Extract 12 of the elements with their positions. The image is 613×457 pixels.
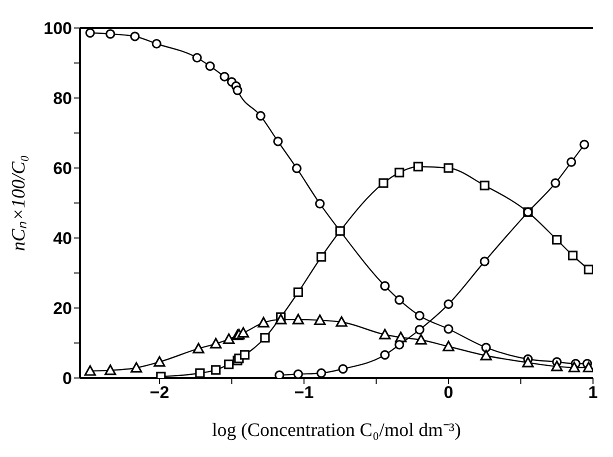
y-tick-label: 0 [62, 369, 72, 388]
x-tick-label: −2 [150, 383, 170, 402]
y-tick-label: 100 [44, 19, 72, 38]
x-tick-label: 1 [588, 383, 598, 402]
x-tick-label: 0 [444, 383, 454, 402]
y-axis-title: nCₙ×100/C₀ [8, 154, 30, 252]
x-axis-title: log (Concentration C₀/mol dm⁻³) [212, 420, 461, 441]
y-tick-label: 60 [53, 159, 72, 178]
y-tick-label: 20 [53, 299, 72, 318]
y-tick-label: 40 [53, 229, 72, 248]
y-tick-label: 80 [53, 89, 72, 108]
x-tick-label: −1 [294, 383, 314, 402]
